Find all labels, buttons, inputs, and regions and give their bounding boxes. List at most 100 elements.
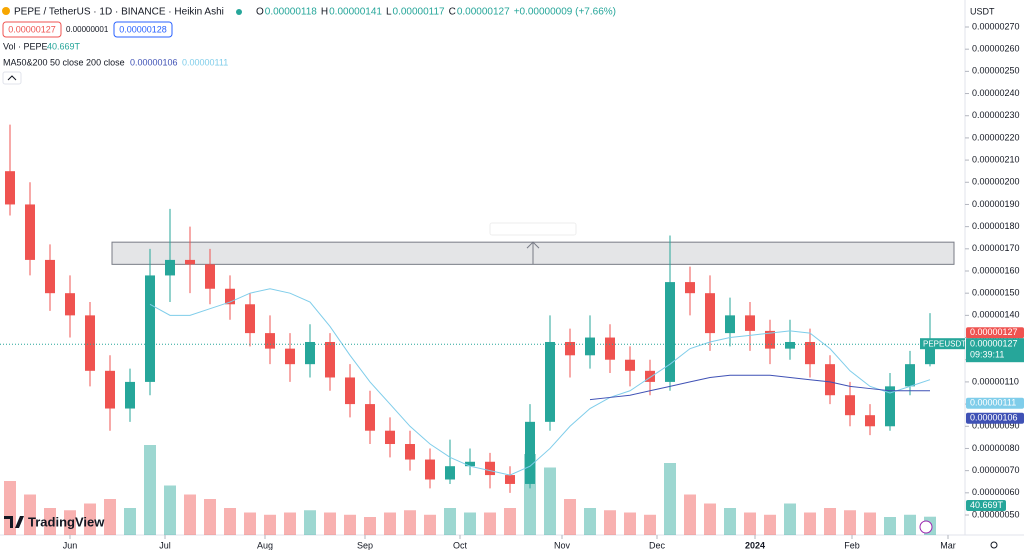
ohlc-key: O [256,7,264,18]
y-tick-label: 0.00000180 [972,221,1020,231]
sell-price: 0.00000127 [8,24,56,34]
symbol-title[interactable]: PEPE / TetherUS · 1D · BINANCE · Heikin … [14,7,224,18]
volume-bar [704,503,716,535]
candle-body [805,341,815,365]
y-tick-label: 0.00000050 [972,509,1020,519]
settings-icon[interactable] [990,541,998,549]
candle-body [625,359,635,371]
x-tick-label: Aug [257,540,273,550]
volume-bar [84,503,96,535]
y-tick-label: 0.00000230 [972,110,1020,120]
candle-body [245,304,255,334]
collapse-icon [7,75,17,81]
volume-bar [324,512,336,535]
ma200-badge-bg [966,412,1024,424]
x-tick-label: 2024 [745,540,765,550]
volume-bar [464,512,476,535]
ohlc-key: C [449,7,456,18]
y-tick-label: 0.00000200 [972,177,1020,187]
collapse-button[interactable] [2,71,22,85]
y-tick-label: 0.00000160 [972,265,1020,275]
price-badge-bg [966,327,1024,339]
volume-bar [264,514,276,535]
candle-body [765,330,775,349]
y-tick-label: 0.00000210 [972,154,1020,164]
volume-bar [364,517,376,535]
candle-body [685,282,695,294]
volume-legend-value: 40.669T [47,41,81,51]
y-tick-label: 0.00000090 [972,421,1020,431]
candle-body [605,337,615,360]
volume-bar [584,508,596,535]
x-tick-label: Mar [940,540,956,550]
buy-button[interactable] [113,21,173,38]
volume-bar [804,512,816,535]
x-tick-label: Oct [453,540,468,550]
ma50-badge: 0.00000111 [970,398,1016,408]
y-tick-label: 0.00000260 [972,44,1020,54]
ohlc-value: +0.00000009 (+7.66%) [514,7,616,18]
candle-body [405,444,415,460]
volume-bar [784,503,796,535]
volume-badge: 40.669T [970,500,1004,510]
volume-bar [204,499,216,535]
ohlc-key: L [386,7,392,18]
candle-body [305,341,315,365]
candle-body [165,259,175,276]
volume-bar [844,510,856,535]
y-tick-label: 0.00000060 [972,487,1020,497]
volume-bar [504,508,516,535]
countdown: 09:39:11 [970,350,1004,360]
ohlc-value: 0.00000118 [265,7,318,18]
y-tick-label: 0.00000170 [972,243,1020,253]
candle-body [185,259,195,265]
x-tick-label: Jun [63,540,78,550]
volume-bar [764,514,776,535]
candle-body [285,348,295,365]
x-tick-label: Dec [649,540,666,550]
volume-bar [224,508,236,535]
volume-bar [544,467,556,535]
candle-body [225,288,235,305]
candle-body [865,415,875,427]
candle-body [65,293,75,316]
indicator-icon[interactable] [919,520,933,534]
volume-bar [304,510,316,535]
x-tick-label: Feb [844,540,860,550]
candle-body [85,315,95,371]
candle-body [845,395,855,416]
x-tick-label: Nov [554,540,571,550]
candle-body [265,333,275,349]
ohlc-legend: O 0.00000118 H 0.00000141 L 0.00000117 C 0.0000… [256,7,616,18]
axis-unit[interactable]: USDT [970,6,995,16]
candle-body [105,370,115,409]
volume-bar [864,512,876,535]
candle-body [125,381,135,409]
symbol-icon [2,7,10,15]
candle-body [785,341,795,349]
candle-body [725,315,735,334]
candle-body [425,459,435,480]
volume-bar [244,512,256,535]
candle-body [645,370,655,382]
candle-body [205,264,215,289]
volume-bar [24,494,36,535]
volume-badge-bg [966,500,1006,511]
volume-bar [424,514,436,535]
volume-bar [904,514,916,535]
ohlc-value: 0.00000127 [457,7,510,18]
symbol-badge-bg [920,338,965,350]
candle-body [365,404,375,431]
candle-body [585,337,595,356]
volume-bar [624,512,636,535]
drawing-label [489,222,577,236]
candle-body [925,344,935,365]
volume-bar [744,512,756,535]
buy-price: 0.00000128 [119,24,167,34]
volume-bar [44,508,56,535]
market-status [236,9,242,15]
sell-button[interactable] [2,21,62,38]
candle-body [705,293,715,334]
candle-body [465,461,475,467]
y-tick-label: 0.00000110 [972,376,1019,386]
